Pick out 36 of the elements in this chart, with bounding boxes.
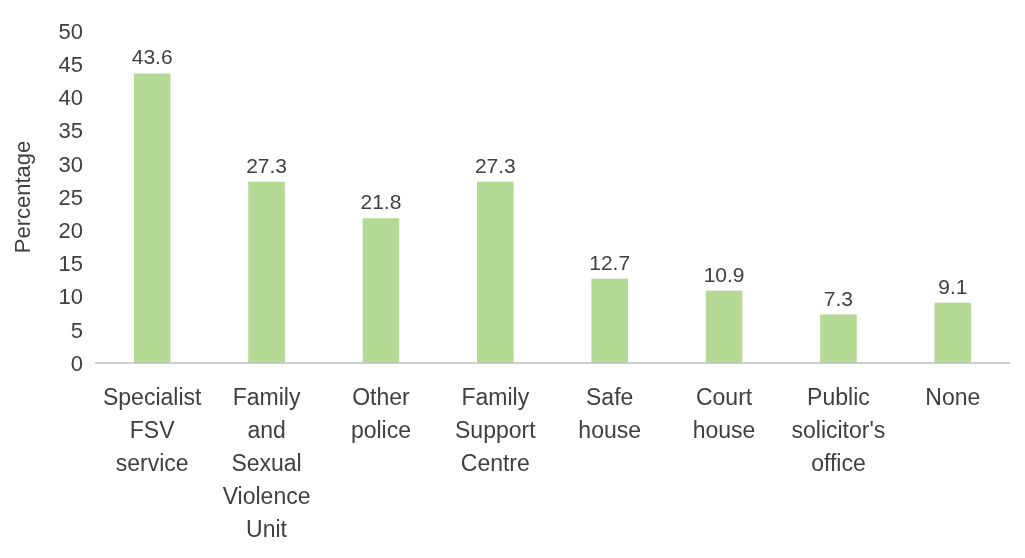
data-label: 9.1 (938, 274, 968, 298)
y-tick-label: 10 (58, 284, 83, 310)
y-tick-label: 40 (58, 85, 83, 111)
data-label: 27.3 (474, 153, 516, 177)
y-tick-label: 35 (58, 118, 83, 144)
data-label: 27.3 (246, 153, 287, 177)
bar (133, 73, 171, 363)
data-label: 10.9 (703, 262, 745, 286)
bar (934, 302, 972, 363)
bar (820, 314, 857, 363)
y-axis-title: Percentage (10, 140, 35, 254)
y-tick-label: 20 (58, 217, 83, 243)
y-tick-label: 15 (58, 251, 83, 277)
data-label: 43.6 (131, 45, 173, 69)
bar (248, 181, 285, 363)
y-tick-label: 50 (58, 18, 83, 44)
y-tick-label: 5 (70, 317, 83, 343)
y-tick-label: 30 (58, 151, 83, 177)
bar (705, 290, 743, 363)
bar (591, 278, 628, 363)
x-tick-label: Family Support Centre (455, 384, 537, 476)
x-tick-label: Safe house (578, 384, 642, 443)
data-label: 21.8 (360, 190, 402, 214)
x-tick-label: Public solicitor's office (791, 384, 886, 476)
y-tick-label: 25 (58, 184, 83, 210)
bar (477, 181, 514, 363)
y-tick-label: 0 (70, 350, 83, 376)
bar (362, 218, 400, 363)
x-tick-label: Family and Sexual Violence Unit (222, 384, 311, 542)
x-tick-label: None (925, 384, 981, 410)
y-tick-label: 45 (58, 51, 83, 77)
x-tick-label: Court house (692, 384, 756, 443)
x-tick-label: Other police (350, 384, 411, 443)
data-label: 7.3 (823, 286, 854, 310)
x-tick-label: Specialist FSV service (102, 384, 203, 476)
data-label: 12.7 (589, 250, 631, 274)
